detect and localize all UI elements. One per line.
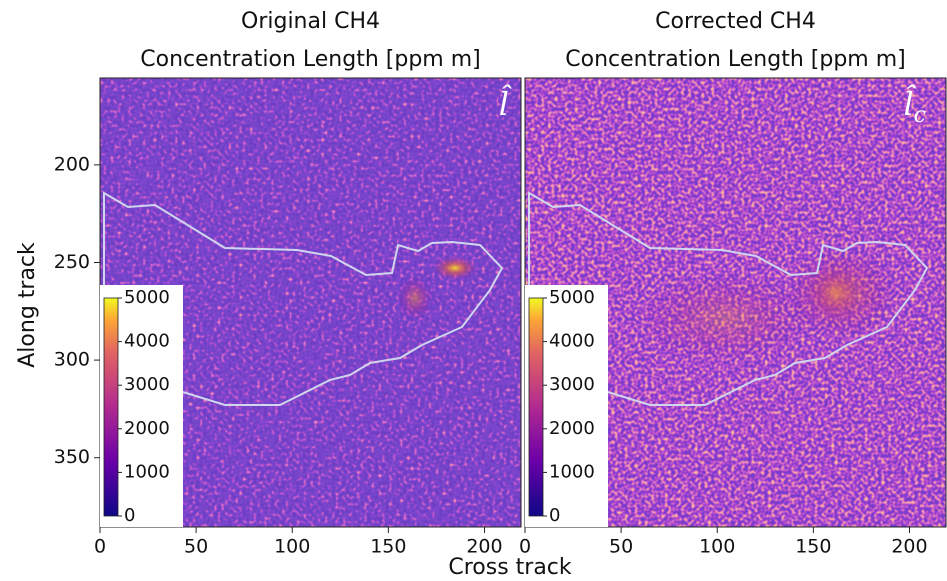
colorbar-tick-label: 3000	[549, 374, 595, 395]
annotation: l̂c	[903, 84, 926, 128]
annotation-symbol: l̂	[499, 84, 512, 123]
y-tick-label: 350	[54, 446, 90, 468]
colorbar-tick-label: 0	[549, 505, 560, 526]
y-tick-label: 200	[54, 153, 90, 175]
panel: l̂ 0 50 100 150 200 200 250 300 350 0 1000 2000 3000 4…	[54, 77, 522, 558]
x-tick-label: 0	[94, 536, 106, 558]
chart-title: Original CH4	[241, 9, 380, 34]
x-tick-label: 0	[519, 536, 531, 558]
x-tick-label: 200	[891, 536, 927, 558]
x-tick-label: 100	[274, 536, 310, 558]
annotation-symbol: l̂	[903, 84, 916, 123]
annotation-subscript: c	[914, 103, 926, 128]
x-tick-label: 150	[795, 536, 831, 558]
annotation: l̂	[499, 84, 512, 123]
x-tick-label: 200	[466, 536, 502, 558]
x-tick-label: 150	[370, 536, 406, 558]
colorbar-tick-label: 5000	[549, 287, 595, 308]
y-tick-label: 300	[54, 349, 90, 371]
colorbar-tick-label: 2000	[549, 418, 595, 439]
x-axis-label: Cross track	[448, 555, 572, 580]
colorbar	[528, 297, 544, 517]
colorbar-tick-label: 0	[124, 505, 135, 526]
colorbar-tick-label: 3000	[124, 374, 170, 395]
chart-subtitle: Concentration Length [ppm m]	[565, 47, 905, 72]
colorbar-tick-label: 4000	[549, 331, 595, 352]
chart-subtitle: Concentration Length [ppm m]	[140, 47, 480, 72]
colorbar-tick-label: 5000	[124, 287, 170, 308]
colorbar	[103, 297, 119, 517]
colorbar-tick-label: 1000	[549, 461, 595, 482]
x-tick-label: 100	[699, 536, 735, 558]
chart-title: Corrected CH4	[655, 9, 816, 34]
x-tick-label: 50	[184, 536, 208, 558]
y-axis-label: Along track	[15, 242, 40, 368]
x-tick-label: 50	[609, 536, 633, 558]
colorbar-tick-label: 4000	[124, 331, 170, 352]
y-tick-label: 250	[54, 251, 90, 273]
colorbar-tick-label: 2000	[124, 418, 170, 439]
colorbar-tick-label: 1000	[124, 461, 170, 482]
